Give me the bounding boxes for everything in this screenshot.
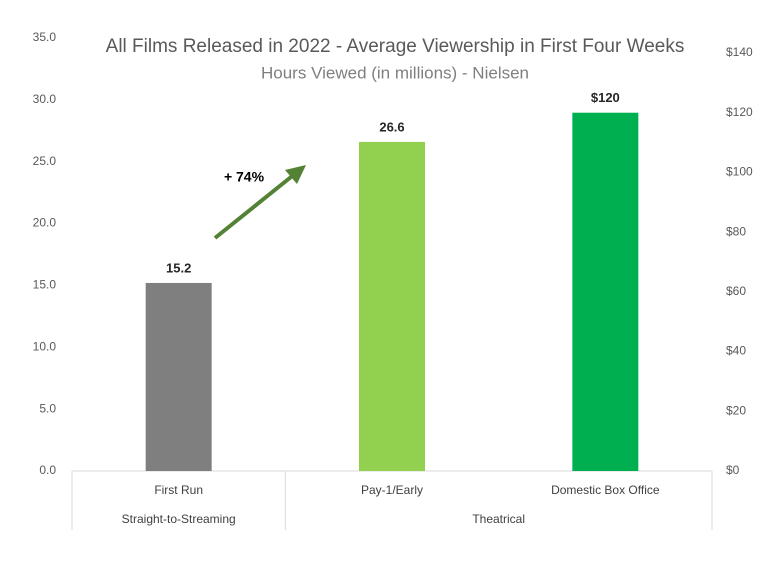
y-tick-label: 0.0	[39, 463, 56, 477]
x-tick-label: Pay-1/Early	[361, 483, 423, 497]
y-tick-label: 25.0	[33, 154, 57, 168]
y-tick-label: 5.0	[39, 401, 56, 415]
y-tick-label: 35.0	[33, 30, 57, 44]
y-tick-label: 20.0	[33, 216, 57, 230]
bar	[145, 282, 212, 471]
group-label: Theatrical	[472, 512, 525, 526]
value-label: $120	[591, 90, 620, 105]
bar	[572, 112, 639, 471]
chart-title: All Films Released in 2022 - Average Vie…	[106, 36, 685, 57]
annotation: + 74%	[224, 169, 265, 185]
bar	[359, 141, 425, 472]
chart-subtitle: Hours Viewed (in millions) - Nielsen	[261, 63, 529, 82]
x-tick-label: Domestic Box Office	[551, 483, 660, 497]
y2-tick-label: $120	[726, 105, 753, 119]
value-label: 15.2	[166, 260, 191, 275]
y-tick-label: 15.0	[33, 278, 57, 292]
y-tick-label: 10.0	[33, 339, 57, 353]
y2-tick-label: $60	[726, 284, 746, 298]
annotation-arrowhead	[285, 165, 306, 184]
y-tick-label: 30.0	[33, 92, 57, 106]
annotation-arrow	[213, 171, 298, 240]
value-label: 26.6	[379, 119, 404, 134]
y2-tick-label: $80	[726, 224, 746, 238]
x-tick-label: First Run	[154, 483, 203, 497]
y2-tick-label: $140	[726, 45, 753, 59]
y2-tick-label: $40	[726, 344, 746, 358]
y2-tick-label: $100	[726, 165, 753, 179]
y2-tick-label: $0	[726, 463, 740, 477]
group-label: Straight-to-Streaming	[122, 512, 236, 526]
y2-tick-label: $20	[726, 403, 746, 417]
